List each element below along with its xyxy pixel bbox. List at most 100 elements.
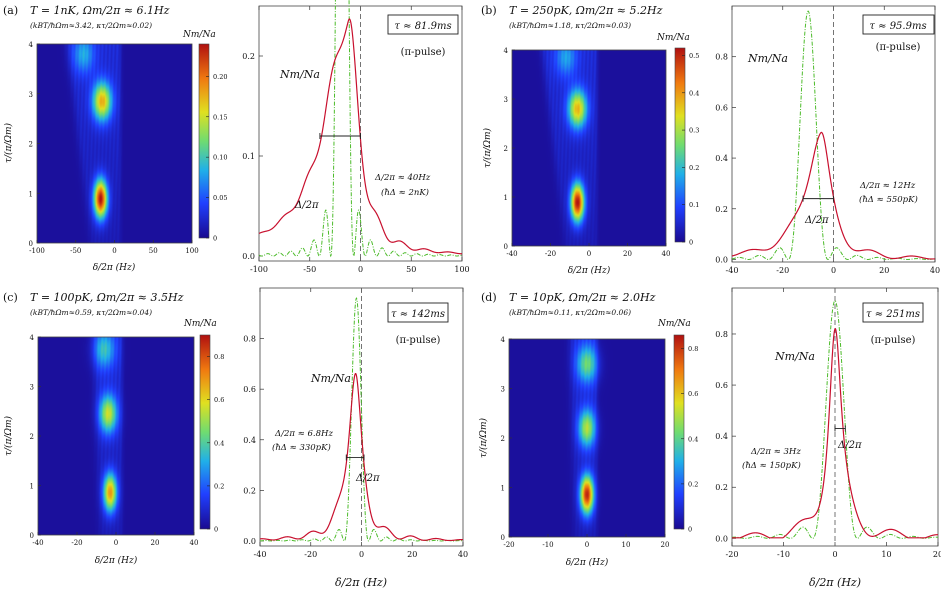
pulse-label-b: (π-pulse) xyxy=(876,42,921,53)
heatmap-ytick-label: 3 xyxy=(501,386,505,394)
colorbar-tick-label: 0.15 xyxy=(213,113,227,121)
lineplot-ytick-label: 0.1 xyxy=(242,152,255,161)
heatmap-image-d xyxy=(509,339,665,537)
hbar-text-b: (ħΔ ≈ 550pK) xyxy=(859,194,918,205)
fwhm-label-d: Δ/2π xyxy=(837,440,862,451)
heatmap-xtick-label: -20 xyxy=(545,250,556,258)
heatmap-ytick-label: 0 xyxy=(501,534,505,542)
lineplot-ytick-label: 0.6 xyxy=(715,103,728,112)
heatmap-ytick-label: 1 xyxy=(504,194,508,202)
colorbar-c: Nm/Na 0 0.2 0.4 0.6 0.8 xyxy=(183,319,224,534)
heatmap-xtick-label: -40 xyxy=(506,250,517,258)
reference-curve xyxy=(731,10,936,260)
lineplot-xtick-label: 10 xyxy=(881,550,891,559)
heatmap-xtick-label: 20 xyxy=(661,541,670,549)
fwhm-label-c: Δ/2π xyxy=(355,473,380,484)
colorbar-tick-label: 0.2 xyxy=(689,164,699,172)
lineplot-ytick-label: 0.0 xyxy=(242,252,255,261)
lineplot-a: -100 -50 0 50 100 0.0 0.1 0.2 τ ≈ 81.9ms (π-pul… xyxy=(242,0,470,274)
heatmap-ytick-label: 4 xyxy=(504,47,509,55)
colorbar-tick-label: 0.8 xyxy=(688,345,698,353)
fwhm-label-a: Δ/2π xyxy=(294,200,319,211)
lineplot-xtick-label: 0 xyxy=(358,265,363,274)
panel-tag-b: (b) xyxy=(481,4,497,17)
lineplot-ytick-label: 0.4 xyxy=(243,436,256,445)
delta-text-a: Δ/2π ≈ 40Hz xyxy=(374,173,431,183)
heatmap-ytick-label: 0 xyxy=(30,532,34,540)
colorbar-tick-label: 0 xyxy=(214,526,218,534)
panel-header-a: T = 1nK, Ωm/2π ≈ 6.1Hz xyxy=(30,4,170,17)
lineplot-ytick-label: 0.2 xyxy=(715,205,728,214)
colorbar-tick-label: 0.6 xyxy=(214,396,224,404)
hbar-text-d: (ħΔ ≈ 150pK) xyxy=(742,460,801,471)
colorbar-tick-label: 0.1 xyxy=(689,201,699,209)
colorbar-tick-label: 0.3 xyxy=(689,127,699,135)
heatmap-xlabel-a: δ/2π (Hz) xyxy=(93,262,136,273)
heatmap-xtick-label: 50 xyxy=(149,247,158,255)
heatmap-xtick-label: 10 xyxy=(622,541,631,549)
heatmap-xtick-label: 20 xyxy=(623,250,632,258)
pulse-label-a: (π-pulse) xyxy=(401,47,446,58)
thermal-curve xyxy=(258,18,462,255)
panel-tag-d: (d) xyxy=(481,291,497,304)
heatmap-xtick-label: 0 xyxy=(587,250,591,258)
heatmap-ylabel-c: τ/(π/Ωm) xyxy=(3,416,14,456)
heatmap-ytick-label: 1 xyxy=(29,190,33,198)
heatmap-xtick-label: 0 xyxy=(585,541,589,549)
colorbar-tick-label: 0.4 xyxy=(689,89,699,97)
heatmap-ytick-label: 3 xyxy=(30,384,34,392)
lineplot-xtick-label: 0 xyxy=(359,550,364,559)
lineplot-ytick-label: 0.6 xyxy=(243,385,256,394)
lineplot-ytick-label: 0.4 xyxy=(715,154,728,163)
heatmap-ytick-label: 4 xyxy=(30,334,35,342)
delta-text-d: Δ/2π ≈ 3Hz xyxy=(750,447,801,457)
lineplot-xtick-label: 100 xyxy=(454,265,469,274)
tau-label-a: τ ≈ 81.9ms xyxy=(394,21,451,32)
colorbar-tick-label: 0.6 xyxy=(688,390,698,398)
colorbar-tick-label: 0 xyxy=(689,239,693,247)
heatmap-ytick-label: 2 xyxy=(504,145,508,153)
lineplot-ytick-label: 0.2 xyxy=(242,52,255,61)
lineplot-ytick-label: 0.0 xyxy=(715,534,728,543)
lineplot-xtick-label: -50 xyxy=(303,265,316,274)
series-label-d: Nm/Na xyxy=(774,350,815,363)
reference-curve xyxy=(259,297,464,542)
panel-c: (c) T = 100pK, Ωm/2π ≈ 3.5Hz (kBT/ħΩm≈0.… xyxy=(3,287,468,589)
colorbar-tick-label: 0.8 xyxy=(214,353,224,361)
colorbar-title-c: Nm/Na xyxy=(183,319,217,329)
lineplot-xlabel-d: δ/2π (Hz) xyxy=(809,576,861,589)
heatmap-xtick-label: 100 xyxy=(185,247,198,255)
lineplot-xtick-label: -40 xyxy=(726,266,739,275)
lineplot-ytick-label: 0.4 xyxy=(715,432,728,441)
lineplot-xtick-label: 50 xyxy=(406,265,416,274)
reference-curve xyxy=(258,0,463,258)
thermal-curve xyxy=(732,327,938,539)
panel-d: (d) T = 10pK, Ωm/2π ≈ 2.0Hz (kBT/ħΩm≈0.1… xyxy=(478,287,941,589)
panel-subheader-d: (kBT/ħΩm≈0.11, κτ/2Ωm≈0.06) xyxy=(509,308,631,317)
heatmap-a: -100 -50 0 50 100 0 1 2 3 4 δ/2π (Hz) τ/(π/Ωm) xyxy=(3,41,199,273)
heatmap-xlabel-d: δ/2π (Hz) xyxy=(566,557,609,568)
heatmap-ytick-label: 0 xyxy=(504,243,508,251)
pulse-label-c: (π-pulse) xyxy=(396,335,441,346)
heatmap-ytick-label: 3 xyxy=(504,96,508,104)
tau-label-b: τ ≈ 95.9ms xyxy=(869,21,926,32)
colorbar-a: Nm/Na 0 0.05 0.10 0.15 0.20 xyxy=(182,30,227,243)
colorbar-d: Nm/Na 0 0.2 0.4 0.6 0.8 xyxy=(657,319,698,534)
heatmap-ytick-label: 4 xyxy=(29,41,34,49)
lineplot-ytick-label: 0.2 xyxy=(715,483,728,492)
lineplot-xtick-label: -20 xyxy=(776,266,789,275)
lineplot-b: -40 -20 0 20 40 0.0 0.2 0.4 0.6 0.8 τ ≈ 95.9ms (π… xyxy=(715,5,940,275)
colorbar-title-b: Nm/Na xyxy=(656,33,690,43)
heatmap-xtick-label: -40 xyxy=(32,539,43,547)
hbar-text-c: (ħΔ ≈ 330pK) xyxy=(272,442,331,453)
lineplot-ytick-label: 0.0 xyxy=(715,255,728,264)
hbar-text-a: (ħΔ ≈ 2nK) xyxy=(381,187,429,198)
lineplot-c: -40 -20 0 20 40 0.0 0.2 0.4 0.6 0.8 τ ≈ 142ms (π-… xyxy=(243,287,468,589)
heatmap-xtick-label: -100 xyxy=(29,247,45,255)
panel-header-c: T = 100pK, Ωm/2π ≈ 3.5Hz xyxy=(30,291,184,304)
lineplot-xtick-label: -10 xyxy=(777,550,790,559)
panel-header-d: T = 10pK, Ωm/2π ≈ 2.0Hz xyxy=(509,291,656,304)
heatmap-ytick-label: 1 xyxy=(501,485,505,493)
heatmap-xtick-label: 0 xyxy=(114,539,118,547)
